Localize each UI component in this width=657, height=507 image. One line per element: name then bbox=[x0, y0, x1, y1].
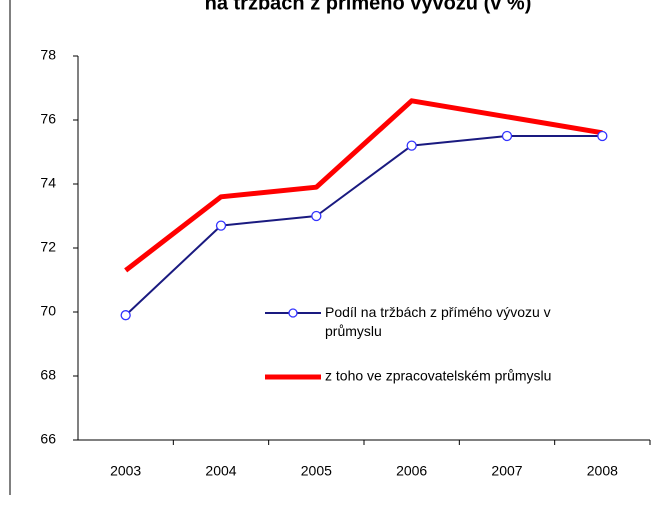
legend-marker bbox=[288, 308, 298, 318]
x-tick-label: 2004 bbox=[205, 463, 236, 479]
data-point bbox=[501, 130, 513, 142]
x-tick-label: 2003 bbox=[110, 463, 141, 479]
legend-label-line: Podíl na tržbách z přímého vývozu v bbox=[325, 304, 551, 320]
y-tick-label: 68 bbox=[40, 367, 56, 383]
y-tick-label: 66 bbox=[40, 431, 56, 447]
data-point bbox=[311, 210, 322, 222]
series-line bbox=[124, 135, 603, 316]
y-tick-label: 72 bbox=[40, 239, 56, 255]
y-tick-label: 76 bbox=[40, 111, 56, 127]
x-tick-label: 2006 bbox=[396, 463, 427, 479]
y-tick-label: 78 bbox=[40, 47, 56, 63]
y-tick-label: 70 bbox=[40, 303, 56, 319]
legend-label: z toho ve zpracovatelském průmyslu bbox=[325, 368, 551, 384]
data-point bbox=[597, 130, 608, 142]
x-tick-label: 2007 bbox=[491, 463, 522, 479]
data-point bbox=[215, 220, 227, 231]
series-line bbox=[124, 98, 603, 273]
legend-label: Podíl na tržbách z přímého vývozu v průmy… bbox=[325, 304, 551, 339]
x-tick-label: 2005 bbox=[301, 463, 332, 479]
y-tick-label: 74 bbox=[40, 175, 56, 191]
legend-label-line: průmyslu bbox=[325, 323, 382, 339]
data-point bbox=[120, 310, 131, 321]
data-point bbox=[406, 140, 417, 151]
x-tick-label: 2008 bbox=[587, 463, 618, 479]
chart-title: na tržbách z přímého vývozu (v %) bbox=[205, 0, 532, 14]
